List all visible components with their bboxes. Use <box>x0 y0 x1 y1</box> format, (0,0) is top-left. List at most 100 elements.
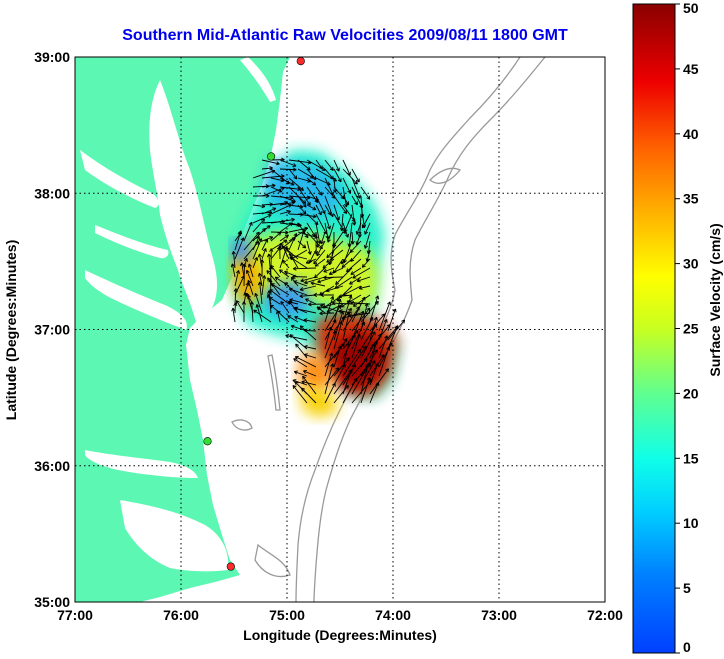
velocity-arrow <box>234 237 244 260</box>
velocity-arrow <box>351 204 356 226</box>
velocity-arrow <box>243 222 253 242</box>
velocity-arrow <box>306 195 319 201</box>
velocity-arrow <box>342 330 359 350</box>
arrow-head <box>270 278 273 283</box>
arrow-head <box>304 345 308 347</box>
arrow-head <box>367 364 370 368</box>
velocity-arrow <box>315 204 322 216</box>
arrow-head <box>348 307 352 311</box>
arrow-head <box>280 301 285 304</box>
velocity-arrow <box>261 275 265 296</box>
arrow-head <box>334 177 337 182</box>
arrow-head <box>293 307 297 311</box>
arrow-head <box>387 301 391 305</box>
arrow-head <box>285 334 290 336</box>
velocity-arrow <box>236 300 245 314</box>
arrow-head <box>255 304 258 308</box>
velocity-arrow <box>279 222 293 233</box>
arrow-head <box>332 166 334 171</box>
arrow-head <box>246 258 248 262</box>
arrow-head <box>258 238 262 242</box>
arrow-head <box>373 323 377 327</box>
velocity-arrow <box>351 345 367 368</box>
velocity-arrow <box>333 159 340 172</box>
arrow-head <box>314 262 318 267</box>
velocity-arrow <box>351 296 366 323</box>
arrow-head <box>317 243 320 248</box>
arrow-head <box>241 301 245 305</box>
arrow-head <box>356 180 358 185</box>
arrow-head <box>365 258 368 262</box>
arrow-head <box>344 384 349 388</box>
velocity-arrow <box>290 249 308 260</box>
velocity-patch <box>232 240 252 262</box>
arrow-head <box>290 324 295 327</box>
arrow-head <box>312 216 317 219</box>
velocity-arrow <box>252 170 275 179</box>
arrow-head <box>268 253 272 258</box>
velocity-arrow <box>314 258 326 267</box>
arrow-head <box>254 257 258 260</box>
arrow-head <box>279 243 282 247</box>
colorbar-tick-label: 15 <box>683 450 699 466</box>
arrow-head <box>263 218 265 223</box>
arrow-head <box>359 334 361 338</box>
arrow-head <box>323 167 326 171</box>
arrow-head <box>238 230 242 234</box>
arrow-head <box>332 363 335 368</box>
arrow-head <box>340 343 345 346</box>
arrow-head <box>376 340 378 345</box>
arrow-head <box>301 187 304 191</box>
arrow-head <box>358 288 363 290</box>
arrow-head <box>299 287 304 291</box>
arrow-head <box>268 290 272 294</box>
arrow-head <box>269 236 273 238</box>
velocity-arrow <box>359 285 371 289</box>
velocity-arrow <box>342 342 350 368</box>
velocity-arrow <box>324 186 336 199</box>
velocity-arrow <box>313 249 326 265</box>
velocity-arrow <box>332 231 344 248</box>
arrow-head <box>349 280 352 285</box>
arrow-head <box>341 363 346 367</box>
arrow-head <box>235 288 238 292</box>
velocity-arrow <box>351 231 354 245</box>
arrow-head <box>325 235 329 240</box>
arrow-head <box>292 274 296 278</box>
arrow-head <box>362 265 366 268</box>
velocity-arrow <box>306 213 319 225</box>
velocity-arrow <box>333 369 353 395</box>
velocity-arrow <box>279 201 295 206</box>
arrow-head <box>377 295 380 300</box>
velocity-arrow <box>258 253 263 269</box>
arrow-head <box>265 195 270 198</box>
arrow-head <box>339 227 343 232</box>
velocity-arrow <box>342 312 350 341</box>
velocity-arrow <box>288 177 304 191</box>
arrow-head <box>264 238 268 242</box>
velocity-arrow <box>356 222 362 235</box>
arrow-head <box>257 253 260 258</box>
velocity-arrow <box>300 276 317 282</box>
arrow-head <box>319 291 322 296</box>
velocity-arrow <box>317 303 335 310</box>
arrow-head <box>261 206 266 209</box>
velocity-arrow <box>297 177 311 182</box>
velocity-arrow <box>333 186 345 200</box>
arrow-head <box>347 243 350 247</box>
arrow-head <box>386 335 389 340</box>
velocity-arrow <box>282 259 290 269</box>
velocity-arrow <box>270 202 288 206</box>
y-tick-label: 39:00 <box>34 49 70 65</box>
arrow-head <box>323 268 327 273</box>
arrow-head <box>293 163 297 167</box>
arrow-head <box>364 245 368 249</box>
arrow-head <box>304 235 309 239</box>
velocity-arrow <box>367 240 371 254</box>
arrow-head <box>233 250 236 255</box>
velocity-arrow <box>270 231 282 242</box>
arrow-head <box>326 261 331 263</box>
velocity-arrow <box>270 247 281 260</box>
arrow-head <box>337 305 341 308</box>
